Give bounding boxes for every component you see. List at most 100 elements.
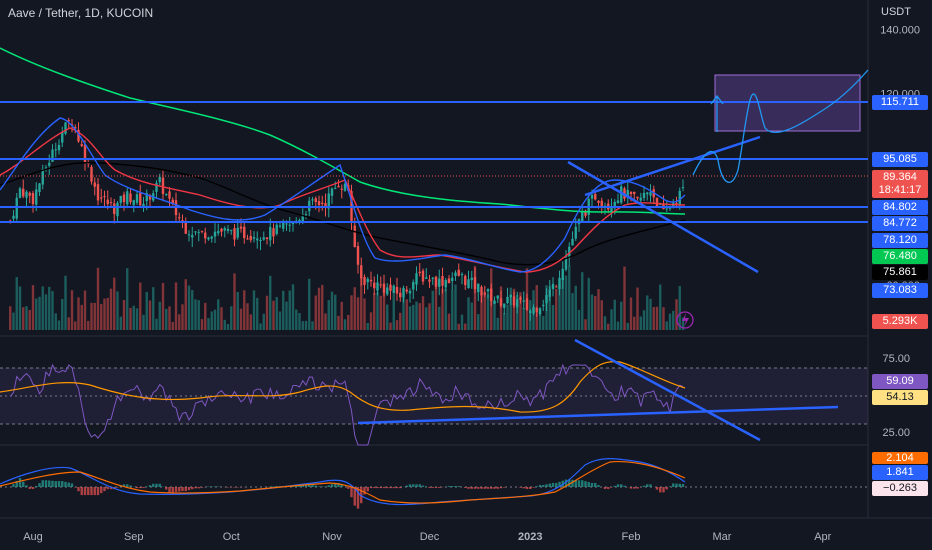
volume-bar [376,292,379,330]
ma-green-line [0,47,686,215]
ma-blue-line [0,117,686,273]
alert-icon[interactable] [676,311,694,329]
macd-bar [577,480,581,487]
macd-bar [607,487,610,490]
macd-bar [103,487,106,492]
volume-bar [590,294,594,330]
volume-bar [642,310,646,330]
macd-bar [379,487,382,489]
volume-bar [347,314,350,330]
candle [360,265,363,279]
candle [620,186,623,203]
volume-bar [639,316,642,330]
candle [70,124,74,126]
volume-bar [317,287,321,330]
candle [285,223,288,225]
volume-bar [181,304,184,330]
volume-bar [116,291,119,330]
candle [490,288,493,302]
volume-bar [584,319,587,330]
candle [181,220,184,222]
macd-bar [532,487,535,488]
volume-bar [620,301,623,330]
candle [77,129,80,142]
macd-bar [477,487,480,489]
macd-bar [350,487,353,498]
candle [308,200,311,212]
volume-bar [152,287,155,330]
rsi-value-tag: 59.09 [872,374,928,389]
macd-bar [330,484,334,487]
candle [434,277,438,287]
volume-bar [28,309,31,330]
volume-bar [18,286,22,330]
volume-bar [434,276,438,330]
volume-bar [158,301,161,330]
volume-bar [356,297,360,330]
volume-bar [314,295,317,330]
candle [35,189,38,205]
symbol-title[interactable]: Aave / Tether, 1D, KUCOIN [8,6,154,20]
volume-bar [571,293,574,330]
candle [665,208,668,210]
macd-bar [672,483,675,487]
volume-bar [633,316,636,330]
candle [386,287,389,295]
volume-bar [223,319,226,330]
price-tag-ma1: 78.120 [872,233,928,248]
volume-bar [581,272,584,330]
macd-bar [467,487,470,489]
volume-bar [324,313,327,330]
trendline-down[interactable] [567,160,759,274]
macd-bar [126,484,129,487]
macd-bar [184,487,187,492]
macd-bar [275,486,278,487]
macd-bar [22,481,25,487]
macd-bar [681,483,685,487]
volume-bar [395,320,399,330]
macd-bar [181,487,184,492]
volume-bar [41,286,44,330]
rsi-downtrend[interactable] [574,338,761,442]
candle [269,227,272,241]
candle [93,182,96,187]
volume-bar [122,300,126,330]
candle [646,192,649,195]
trendline-up[interactable] [584,135,761,197]
candle [96,184,100,201]
macd-bar [525,487,529,490]
candle [428,279,431,282]
candle [74,127,77,129]
macd-bar [77,487,80,492]
macd-bar [568,479,571,487]
candle [15,197,18,219]
volume-bar [343,319,347,330]
volume-bar [126,268,129,330]
candle [376,282,379,291]
volume-bar [25,306,28,330]
candle [363,276,366,285]
macd-bar [678,483,681,487]
volume-bar [360,272,363,330]
volume-bar [213,309,217,330]
candle [41,168,44,185]
macd-bar [116,487,119,488]
candle [405,289,408,292]
candle [512,296,516,306]
candle [477,283,480,293]
time-tick-label: Apr [814,531,831,543]
macd-bar [548,483,551,487]
candle [356,246,360,265]
volume-bar [282,290,285,330]
volume-bar [447,313,451,330]
candle [217,231,220,234]
volume-bar [252,290,256,330]
volume-bar [659,284,662,330]
rsi-trendline[interactable] [357,405,839,425]
macd-bar [529,487,532,490]
volume-bar [603,316,607,330]
candle [480,286,483,296]
candle [594,193,597,200]
volume-bar [174,282,178,330]
